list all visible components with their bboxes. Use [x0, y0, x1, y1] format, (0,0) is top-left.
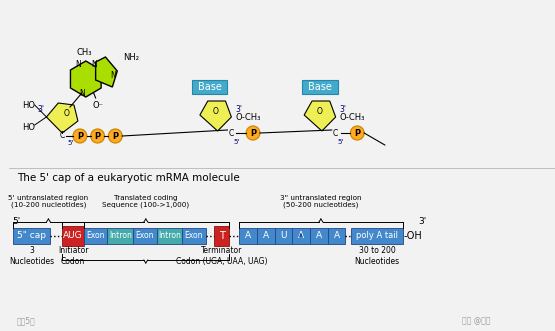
Polygon shape: [70, 61, 101, 97]
Text: 5" cap: 5" cap: [17, 231, 46, 241]
FancyBboxPatch shape: [275, 228, 292, 244]
Text: Base: Base: [198, 82, 221, 92]
Text: Initiator
Codon: Initiator Codon: [58, 246, 88, 266]
Text: U: U: [280, 231, 287, 241]
Text: AUG: AUG: [63, 231, 83, 241]
FancyBboxPatch shape: [351, 228, 402, 244]
Text: poly A tail: poly A tail: [356, 231, 398, 241]
Text: P: P: [112, 131, 118, 140]
Text: 3" untranslated region
(50-200 nucleotides): 3" untranslated region (50-200 nucleotid…: [280, 195, 362, 208]
Text: O: O: [63, 109, 69, 118]
Text: P: P: [354, 128, 360, 137]
Polygon shape: [200, 101, 231, 131]
Text: A: A: [298, 231, 304, 241]
Text: O⁻: O⁻: [92, 101, 103, 110]
Circle shape: [350, 126, 364, 140]
Text: Base: Base: [308, 82, 332, 92]
Circle shape: [90, 129, 104, 143]
Text: O: O: [317, 107, 323, 116]
Text: Terminator
Codon (UGA, UAA, UAG): Terminator Codon (UGA, UAA, UAG): [176, 246, 268, 266]
Text: A: A: [245, 231, 251, 241]
Text: 百度5加: 百度5加: [17, 316, 36, 325]
Text: The 5' cap of a eukaryotic mRMA molecule: The 5' cap of a eukaryotic mRMA molecule: [17, 173, 240, 183]
Text: C: C: [59, 130, 65, 139]
Text: 30 to 200
Nucleotides: 30 to 200 Nucleotides: [355, 246, 400, 266]
Text: A: A: [316, 231, 322, 241]
Text: 5': 5': [67, 140, 73, 146]
Text: N: N: [91, 60, 97, 69]
Text: P: P: [77, 131, 83, 140]
Text: ▲: ▲: [299, 231, 303, 237]
FancyBboxPatch shape: [302, 80, 337, 94]
FancyBboxPatch shape: [292, 228, 310, 244]
Text: 5' untranslated region
(10-200 nucleotides): 5' untranslated region (10-200 nucleotid…: [8, 195, 88, 208]
FancyBboxPatch shape: [157, 228, 182, 244]
FancyBboxPatch shape: [13, 228, 51, 244]
Text: 3': 3': [235, 105, 243, 114]
Text: -OH: -OH: [403, 231, 422, 241]
Text: O: O: [213, 107, 219, 116]
Text: T: T: [219, 231, 224, 241]
FancyBboxPatch shape: [239, 228, 257, 244]
Text: A: A: [334, 231, 340, 241]
FancyBboxPatch shape: [257, 228, 275, 244]
Polygon shape: [47, 103, 78, 133]
Text: Exon: Exon: [185, 231, 203, 241]
FancyBboxPatch shape: [108, 228, 133, 244]
Text: 3': 3': [418, 217, 427, 226]
Circle shape: [108, 129, 122, 143]
Text: 3': 3': [38, 105, 44, 114]
Text: 知乎 @灰鸢: 知乎 @灰鸢: [462, 316, 490, 325]
Text: A: A: [263, 231, 269, 241]
Text: C: C: [229, 128, 234, 137]
FancyBboxPatch shape: [84, 228, 108, 244]
Text: 5': 5': [12, 217, 21, 226]
Polygon shape: [304, 101, 336, 131]
Text: Exon: Exon: [87, 231, 105, 241]
Text: Intron: Intron: [158, 231, 181, 241]
Text: Exon: Exon: [135, 231, 154, 241]
Text: P: P: [94, 131, 100, 140]
Text: O-CH₃: O-CH₃: [340, 113, 365, 121]
Text: HO: HO: [22, 122, 34, 131]
Text: N: N: [75, 60, 81, 69]
Text: P: P: [250, 128, 256, 137]
Text: 5': 5': [233, 139, 240, 145]
Polygon shape: [95, 57, 117, 87]
Text: 3': 3': [340, 105, 346, 114]
Circle shape: [73, 129, 87, 143]
Circle shape: [246, 126, 260, 140]
Text: Intron: Intron: [109, 231, 132, 241]
FancyBboxPatch shape: [214, 226, 229, 246]
FancyBboxPatch shape: [62, 226, 84, 246]
Text: HO: HO: [22, 101, 34, 110]
Text: N: N: [79, 88, 85, 98]
Text: CH₃: CH₃: [76, 48, 92, 57]
Text: 5': 5': [337, 139, 344, 145]
FancyBboxPatch shape: [133, 228, 157, 244]
Text: NH₂: NH₂: [123, 53, 139, 62]
Text: N: N: [110, 71, 116, 79]
FancyBboxPatch shape: [310, 228, 328, 244]
FancyBboxPatch shape: [182, 228, 206, 244]
Text: 3
Nucleotides: 3 Nucleotides: [9, 246, 54, 266]
FancyBboxPatch shape: [328, 228, 345, 244]
Text: C: C: [333, 128, 338, 137]
Text: Translated coding
Sequence (100->1,000): Translated coding Sequence (100->1,000): [102, 195, 189, 208]
FancyBboxPatch shape: [192, 80, 228, 94]
Text: O-CH₃: O-CH₃: [235, 113, 261, 121]
